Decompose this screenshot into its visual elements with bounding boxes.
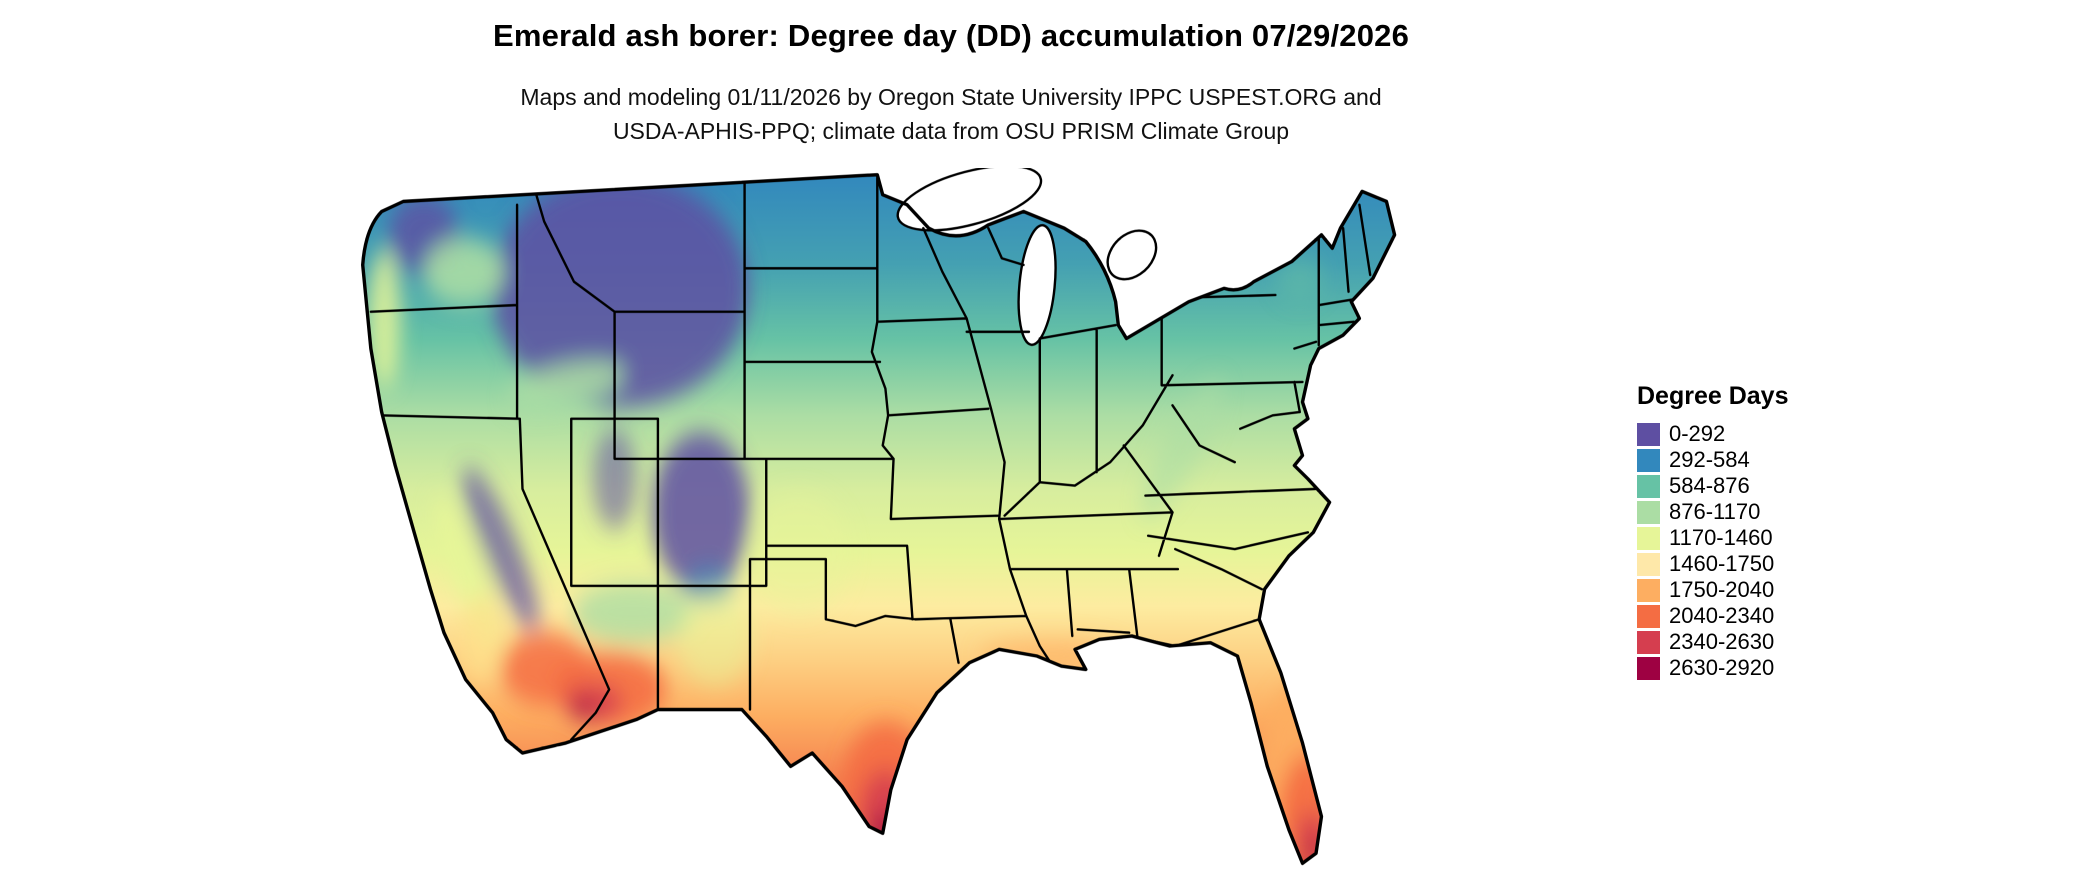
legend-item: 2630-2920 <box>1637 655 1788 681</box>
legend-label: 876-1170 <box>1669 499 1761 524</box>
legend-item: 1170-1460 <box>1637 525 1788 551</box>
page-title: Emerald ash borer: Degree day (DD) accum… <box>492 18 1410 53</box>
legend-swatch <box>1637 474 1660 498</box>
legend-item: 2340-2630 <box>1637 629 1788 655</box>
legend-label: 2340-2630 <box>1669 629 1775 654</box>
legend-label: 584-876 <box>1669 473 1750 498</box>
us-map-svg <box>295 168 1595 870</box>
legend-label: 2630-2920 <box>1669 655 1775 680</box>
subtitle-line-1: Maps and modeling 01/11/2026 by Oregon S… <box>520 84 1382 110</box>
legend-swatch <box>1637 422 1660 446</box>
legend-label: 292-584 <box>1669 447 1750 472</box>
legend-swatch <box>1637 578 1660 602</box>
legend-title: Degree Days <box>1637 382 1789 410</box>
us-outline <box>363 175 1395 864</box>
legend-item: 876-1170 <box>1637 499 1788 525</box>
legend-item: 0-292 <box>1637 421 1788 447</box>
legend-label: 2040-2340 <box>1669 603 1775 628</box>
us-degree-day-map <box>295 168 1595 870</box>
lake-superior <box>893 168 1045 243</box>
legend-item: 292-584 <box>1637 447 1788 473</box>
legend-swatch <box>1637 526 1660 550</box>
legend-label: 0-292 <box>1669 421 1726 446</box>
legend-swatch <box>1637 656 1660 680</box>
legend-label: 1460-1750 <box>1669 551 1775 576</box>
legend-swatch <box>1637 448 1660 472</box>
legend-label: 1750-2040 <box>1669 577 1775 602</box>
legend-swatch <box>1637 500 1660 524</box>
legend-swatch <box>1637 552 1660 576</box>
lake-michigan <box>1014 223 1061 348</box>
page-subtitle: Maps and modeling 01/11/2026 by Oregon S… <box>0 80 1902 148</box>
legend-item: 1460-1750 <box>1637 551 1788 577</box>
lake-huron <box>1101 221 1163 289</box>
legend-swatch <box>1637 630 1660 654</box>
subtitle-line-2: USDA-APHIS-PPQ; climate data from OSU PR… <box>612 118 1290 144</box>
legend: Degree Days 0-292 292-584 584-876 876-11… <box>1637 382 1788 681</box>
legend-item: 1750-2040 <box>1637 577 1788 603</box>
great-lakes <box>893 168 1163 347</box>
map-fill-layer <box>362 174 1395 864</box>
legend-item: 2040-2340 <box>1637 603 1788 629</box>
legend-label: 1170-1460 <box>1669 525 1773 550</box>
state-borders <box>371 178 1370 740</box>
legend-swatch <box>1637 604 1660 628</box>
legend-item: 584-876 <box>1637 473 1788 499</box>
